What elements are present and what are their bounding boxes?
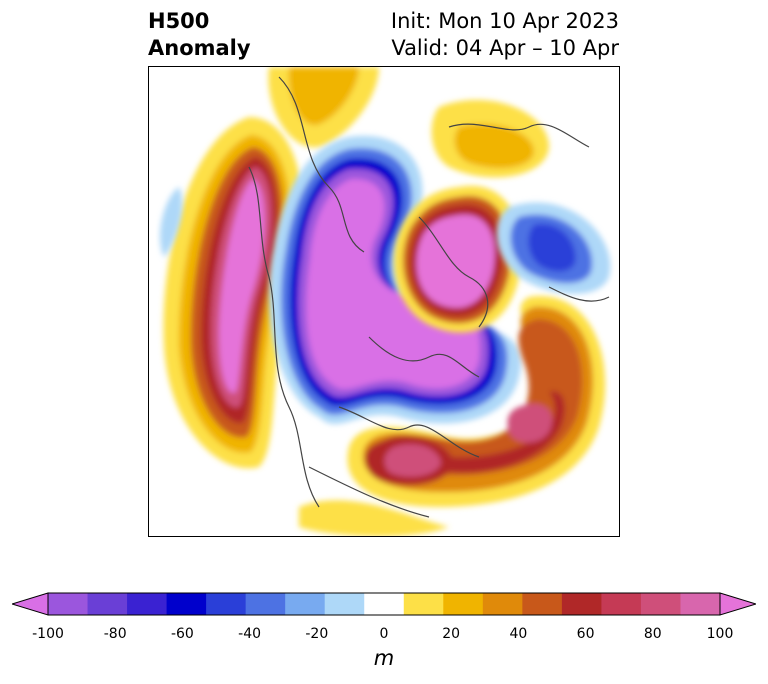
map-canvas xyxy=(159,67,611,536)
colorbar-extend-min xyxy=(12,592,49,616)
ridge-greenland xyxy=(394,185,522,333)
colorbar-tick-label: -80 xyxy=(103,626,127,642)
init-time: Init: Mon 10 Apr 2023 xyxy=(390,9,619,33)
colorbar-tick-label: 0 xyxy=(379,626,389,642)
valid-time: Valid: 04 Apr – 10 Apr xyxy=(391,36,619,60)
title-right: Init: Mon 10 Apr 2023 Valid: 04 Apr – 10… xyxy=(391,8,619,62)
colorbar-bin xyxy=(127,593,168,615)
colorbar-bin xyxy=(324,593,365,615)
colorbar-tick-label: -40 xyxy=(238,626,262,642)
title-variable: H500 xyxy=(148,9,210,33)
trough-scandinavia xyxy=(496,202,611,294)
colorbar-bin xyxy=(403,593,444,615)
colorbar-bin xyxy=(166,593,207,615)
coastlines xyxy=(248,76,610,518)
colorbar-bin xyxy=(48,593,89,615)
ridge-arctic-siberia xyxy=(268,67,549,178)
colorbar-tick-label: -100 xyxy=(32,626,64,642)
title-field: Anomaly xyxy=(148,36,251,60)
colorbar-bin xyxy=(640,593,681,615)
colorbar-tick-label: 60 xyxy=(576,626,595,642)
title-left: H500 Anomaly xyxy=(148,8,251,62)
colorbar-bin xyxy=(561,593,602,615)
colorbar-bin xyxy=(443,593,484,615)
colorbar-tick-label: 80 xyxy=(643,626,662,642)
colorbar xyxy=(12,592,756,616)
colorbar-bin xyxy=(285,593,326,615)
colorbar-tick-label: 20 xyxy=(442,626,461,642)
colorbar-bin xyxy=(87,593,128,615)
colorbar-bin xyxy=(364,593,405,615)
colorbar-units: m xyxy=(373,646,395,670)
colorbar-bin xyxy=(601,593,642,615)
colorbar-bin xyxy=(206,593,247,615)
colorbar-tick-label: -20 xyxy=(305,626,329,642)
colorbar-tick-label: 40 xyxy=(509,626,528,642)
anomaly-map xyxy=(148,66,620,537)
ridge-eastern-us xyxy=(347,296,606,507)
colorbar-bin xyxy=(245,593,286,615)
colorbar-bin xyxy=(522,593,563,615)
colorbar-tick-label: -60 xyxy=(170,626,194,642)
colorbar-tick-label: 100 xyxy=(706,626,734,642)
colorbar-bin xyxy=(680,593,721,615)
colorbar-bin xyxy=(482,593,523,615)
colorbar-extend-max xyxy=(719,592,756,616)
colorbar-outline xyxy=(47,592,721,616)
